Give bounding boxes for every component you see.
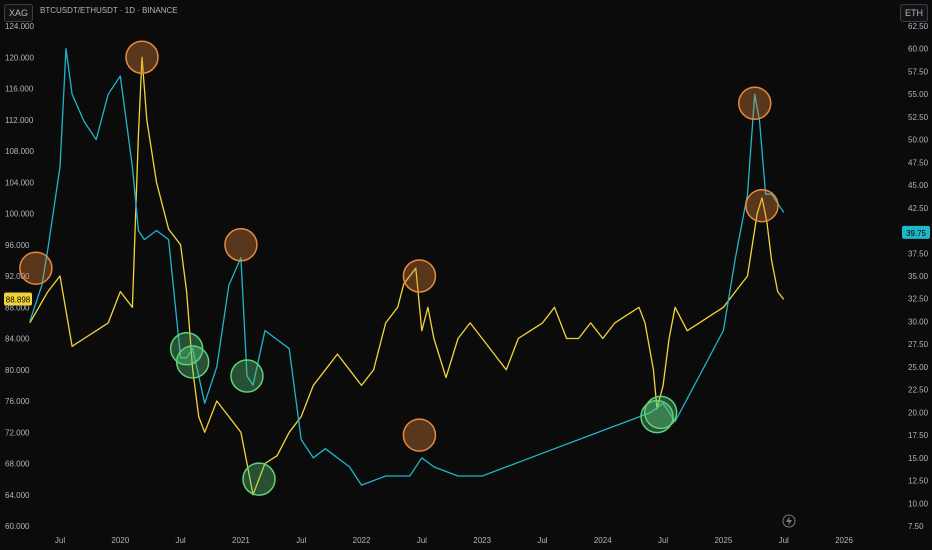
- left-last-value-label: 88.898: [6, 295, 31, 304]
- right-axis-tick: 35.00: [908, 272, 929, 281]
- right-axis-tick: 27.50: [908, 340, 929, 349]
- x-axis-tick: Jul: [55, 536, 65, 545]
- left-axis-tick: 112.000: [5, 116, 34, 125]
- left-axis-tick: 88.000: [5, 303, 30, 312]
- right-last-value-label: 39.75: [906, 229, 927, 238]
- right-axis-tick: 42.50: [908, 204, 929, 213]
- right-axis-tick: 7.50: [908, 522, 924, 531]
- left-axis-tick: 80.000: [5, 366, 30, 375]
- left-axis-tick: 96.000: [5, 241, 30, 250]
- peak-highlight-circle: [402, 418, 437, 452]
- right-axis-tick: 57.50: [908, 67, 929, 76]
- left-axis-tick: 120.000: [5, 53, 34, 62]
- left-axis-tick: 68.000: [5, 460, 30, 469]
- right-axis-tick: 12.50: [908, 477, 929, 486]
- left-axis-tick: 60.000: [5, 522, 30, 531]
- left-axis-tick: 124.000: [5, 22, 34, 31]
- x-axis-tick: Jul: [417, 536, 427, 545]
- peak-highlight-circle: [19, 251, 53, 285]
- dip-highlight-circle: [640, 399, 674, 434]
- x-axis-tick: 2021: [232, 536, 250, 545]
- left-axis-tick: 76.000: [5, 397, 30, 406]
- right-axis-tick: 17.50: [908, 431, 929, 440]
- left-axis-tick: 108.000: [5, 147, 34, 156]
- x-axis-tick: Jul: [658, 536, 668, 545]
- right-axis-tick: 47.50: [908, 158, 929, 167]
- right-axis-tick: 10.00: [908, 499, 929, 508]
- chart-title: BTCUSDT/ETHUSDT · 1D · BINANCE: [40, 6, 178, 15]
- peak-highlight-circle: [737, 86, 772, 121]
- right-axis-tick: 30.00: [908, 317, 929, 326]
- left-axis-tick: 84.000: [5, 335, 30, 344]
- right-axis-tick: 52.50: [908, 113, 929, 122]
- dip-highlight-circle: [230, 359, 264, 393]
- peak-highlight-circle: [745, 188, 779, 223]
- main-symbol-button[interactable]: ETH: [900, 4, 928, 22]
- x-axis-tick: Jul: [175, 536, 185, 545]
- x-axis-tick: 2023: [473, 536, 491, 545]
- peak-highlight-circle: [402, 259, 437, 293]
- right-axis-tick: 50.00: [908, 136, 929, 145]
- left-axis-tick: 92.000: [5, 272, 30, 281]
- right-axis-tick: 37.50: [908, 249, 929, 258]
- left-axis-tick: 104.000: [5, 178, 34, 187]
- right-axis-tick: 20.00: [908, 408, 929, 417]
- right-axis-tick: 60.00: [908, 45, 929, 54]
- x-axis-tick: Jul: [296, 536, 306, 545]
- x-axis-tick: Jul: [779, 536, 789, 545]
- right-axis-tick: 45.00: [908, 181, 929, 190]
- x-axis-tick: 2024: [594, 536, 612, 545]
- dip-highlight-circle: [643, 395, 678, 430]
- cyan-series-line: [29, 48, 785, 486]
- left-axis-tick: 116.000: [5, 85, 34, 94]
- x-axis-tick: 2026: [835, 536, 853, 545]
- right-axis-tick: 22.50: [908, 386, 929, 395]
- x-axis-tick: Jul: [537, 536, 547, 545]
- right-axis-tick: 55.00: [908, 90, 929, 99]
- lightning-icon-glyph: [786, 516, 792, 526]
- left-axis-tick: 64.000: [5, 491, 30, 500]
- left-last-value-badge: [4, 292, 32, 306]
- right-axis-tick: 15.00: [908, 454, 929, 463]
- left-axis-tick: 100.000: [5, 210, 34, 219]
- right-axis-tick: 62.50: [908, 22, 929, 31]
- right-last-value-badge: [902, 225, 930, 239]
- x-axis-tick: 2020: [111, 536, 129, 545]
- gold-series-line: [29, 56, 785, 496]
- x-axis-tick: 2025: [714, 536, 732, 545]
- lightning-icon: [782, 514, 796, 528]
- right-axis-tick: 32.50: [908, 295, 929, 304]
- dip-highlight-circle: [169, 331, 204, 366]
- left-axis-tick: 72.000: [5, 428, 30, 437]
- x-axis-tick: 2022: [353, 536, 371, 545]
- peak-highlight-circle: [224, 228, 258, 262]
- dip-highlight-circle: [242, 462, 276, 496]
- right-axis-tick: 25.00: [908, 363, 929, 372]
- compare-symbol-button[interactable]: XAG: [4, 4, 34, 22]
- peak-highlight-circle: [125, 40, 159, 74]
